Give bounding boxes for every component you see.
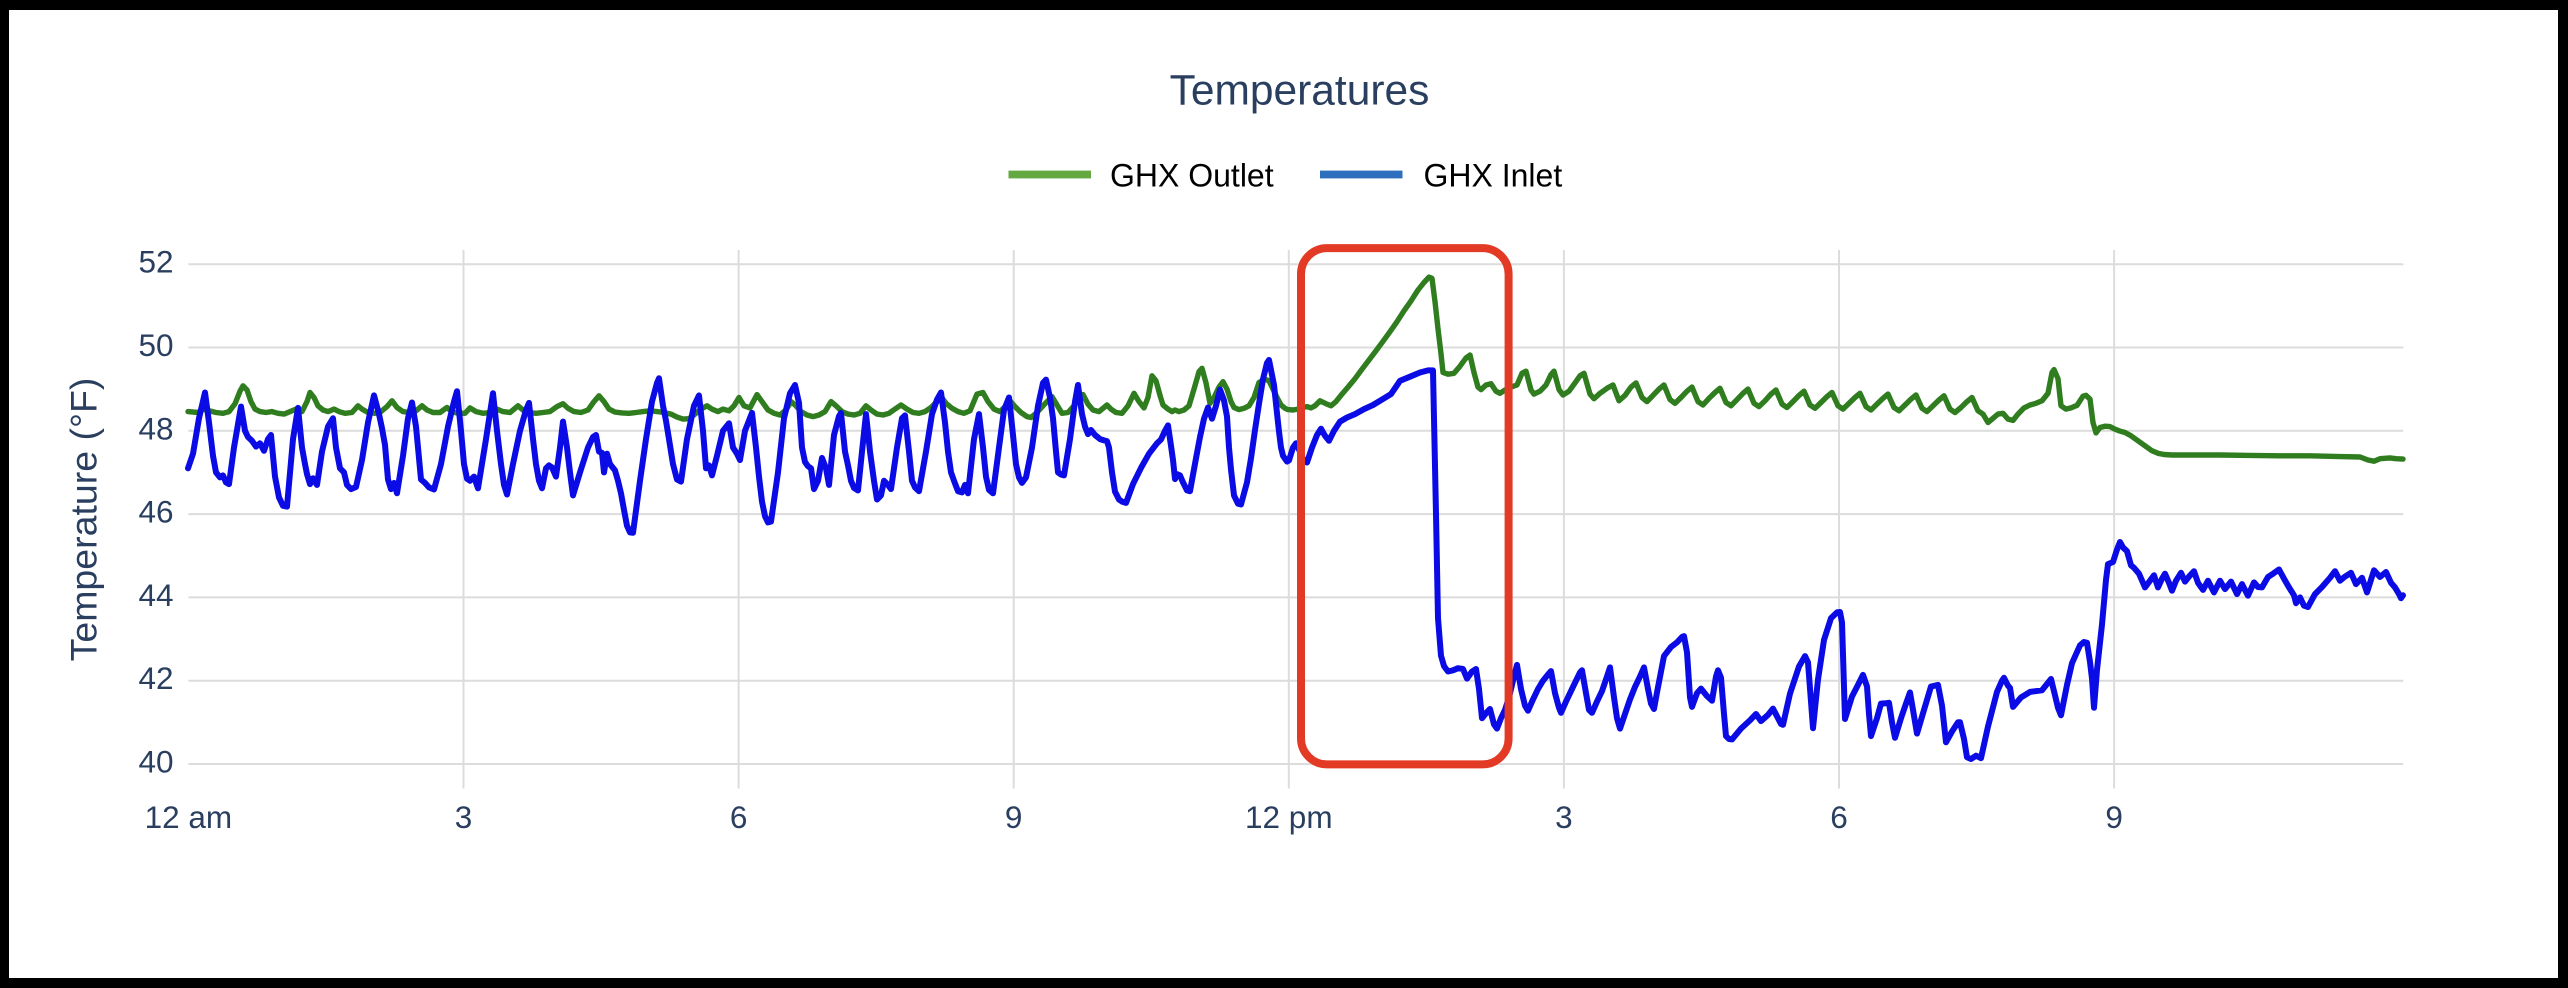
- svg-text:42: 42: [138, 660, 173, 696]
- svg-text:12 pm: 12 pm: [1245, 799, 1333, 835]
- svg-text:Temperatures: Temperatures: [1170, 68, 1430, 115]
- svg-text:6: 6: [730, 799, 748, 835]
- svg-text:44: 44: [138, 577, 173, 613]
- svg-text:3: 3: [455, 799, 473, 835]
- svg-text:GHX Inlet: GHX Inlet: [1424, 157, 1563, 193]
- svg-text:9: 9: [1005, 799, 1023, 835]
- svg-text:6: 6: [1830, 799, 1848, 835]
- svg-text:48: 48: [138, 410, 173, 446]
- svg-text:GHX Outlet: GHX Outlet: [1110, 157, 1274, 193]
- svg-text:Temperature (°F): Temperature (°F): [63, 378, 105, 662]
- svg-text:52: 52: [138, 244, 173, 280]
- svg-text:40: 40: [138, 744, 173, 780]
- svg-text:46: 46: [138, 494, 173, 530]
- svg-text:50: 50: [138, 327, 173, 363]
- svg-text:3: 3: [1555, 799, 1573, 835]
- svg-text:9: 9: [2105, 799, 2123, 835]
- svg-text:12 am: 12 am: [145, 799, 233, 835]
